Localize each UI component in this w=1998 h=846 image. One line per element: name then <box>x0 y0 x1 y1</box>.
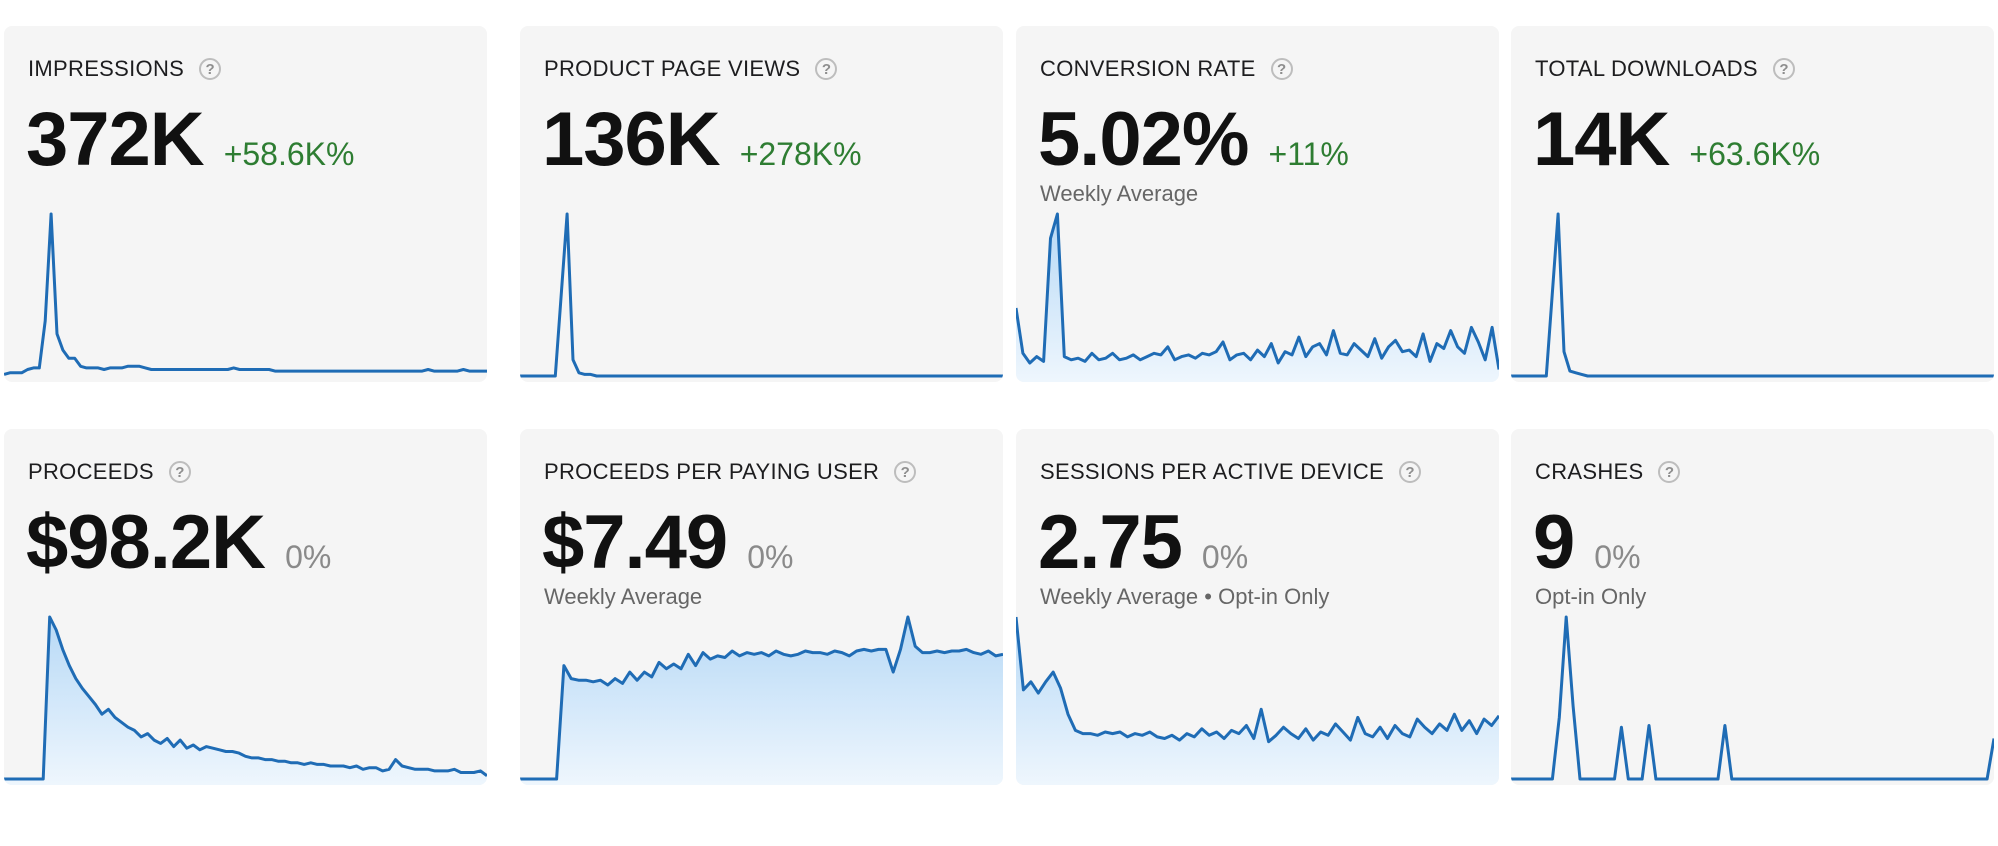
metric-change: 0% <box>1594 539 1641 575</box>
card-title: CONVERSION RATE <box>1040 56 1256 81</box>
metric-change: 0% <box>747 539 794 575</box>
sparkline-area <box>1016 214 1499 382</box>
card-title: SESSIONS PER ACTIVE DEVICE <box>1040 459 1385 484</box>
metric-value: $98.2K <box>26 500 266 585</box>
value-row: 5.02% +11% <box>1038 96 1349 183</box>
metric-card-product-page-views[interactable]: PRODUCT PAGE VIEWS ? 136K +278K% <box>520 26 1003 382</box>
help-icon[interactable]: ? <box>815 58 838 80</box>
sparkline-chart <box>1511 609 1994 785</box>
metric-value: 2.75 <box>1038 500 1183 585</box>
card-title: IMPRESSIONS <box>28 56 185 81</box>
metric-value: 9 <box>1533 500 1575 585</box>
sparkline-chart <box>4 206 487 382</box>
sparkline-line <box>1016 617 1499 742</box>
metric-card-conversion-rate[interactable]: CONVERSION RATE ? 5.02% +11% Weekly Aver… <box>1016 26 1499 382</box>
help-icon[interactable]: ? <box>1772 58 1795 80</box>
metric-card-proceeds[interactable]: PROCEEDS ? $98.2K 0% <box>4 429 487 785</box>
metric-value: 14K <box>1533 97 1670 182</box>
metric-value: $7.49 <box>542 500 728 585</box>
card-header: TOTAL DOWNLOADS ? <box>1535 56 1795 82</box>
metric-change: +278K% <box>739 136 862 172</box>
card-title: PRODUCT PAGE VIEWS <box>544 56 801 81</box>
card-title: TOTAL DOWNLOADS <box>1535 56 1758 81</box>
sparkline-chart <box>1016 206 1499 382</box>
card-header: PROCEEDS PER PAYING USER ? <box>544 459 917 485</box>
metric-sublabel: Weekly Average <box>544 584 703 609</box>
sparkline-line <box>1511 617 1994 779</box>
metric-sublabel: Weekly Average • Opt-in Only <box>1040 584 1330 609</box>
card-title: PROCEEDS <box>28 459 154 484</box>
sparkline-line <box>520 617 1003 779</box>
sparkline-area <box>1016 617 1499 785</box>
value-row: 9 0% <box>1533 499 1641 586</box>
card-header: PRODUCT PAGE VIEWS ? <box>544 56 838 82</box>
sparkline-area <box>4 617 487 785</box>
card-header: IMPRESSIONS ? <box>28 56 222 82</box>
value-row: $7.49 0% <box>542 499 793 586</box>
sparkline-chart <box>1511 206 1994 382</box>
value-row: 14K +63.6K% <box>1533 96 1820 183</box>
metric-change: 0% <box>285 539 332 575</box>
sparkline-chart <box>520 609 1003 785</box>
help-icon[interactable]: ? <box>1270 58 1293 80</box>
sparkline-chart <box>520 206 1003 382</box>
sparkline-chart <box>4 609 487 785</box>
metric-card-crashes[interactable]: CRASHES ? 9 0% Opt-in Only <box>1511 429 1994 785</box>
sparkline-line <box>1511 214 1994 376</box>
metric-card-sessions-per-active-device[interactable]: SESSIONS PER ACTIVE DEVICE ? 2.75 0% Wee… <box>1016 429 1499 785</box>
value-row: 136K +278K% <box>542 96 862 183</box>
help-icon[interactable]: ? <box>168 461 191 483</box>
help-icon[interactable]: ? <box>1658 461 1681 483</box>
sparkline-area <box>520 617 1003 785</box>
card-title: CRASHES <box>1535 459 1644 484</box>
sparkline-line <box>1016 214 1499 370</box>
help-icon[interactable]: ? <box>894 461 917 483</box>
metric-value: 5.02% <box>1038 97 1249 182</box>
sparkline-line <box>4 214 487 374</box>
sparkline-line <box>520 214 1003 376</box>
metric-change: +58.6K% <box>223 136 355 172</box>
metric-value: 372K <box>26 97 205 182</box>
metric-value: 136K <box>542 97 721 182</box>
card-header: SESSIONS PER ACTIVE DEVICE ? <box>1040 459 1422 485</box>
help-icon[interactable]: ? <box>199 58 222 80</box>
metric-change: +63.6K% <box>1689 136 1821 172</box>
help-icon[interactable]: ? <box>1399 461 1422 483</box>
value-row: $98.2K 0% <box>26 499 331 586</box>
value-row: 372K +58.6K% <box>26 96 354 183</box>
metric-sublabel: Weekly Average <box>1040 181 1199 206</box>
metric-card-proceeds-per-paying-user[interactable]: PROCEEDS PER PAYING USER ? $7.49 0% Week… <box>520 429 1003 785</box>
metric-card-total-downloads[interactable]: TOTAL DOWNLOADS ? 14K +63.6K% <box>1511 26 1994 382</box>
metric-card-impressions[interactable]: IMPRESSIONS ? 372K +58.6K% <box>4 26 487 382</box>
value-row: 2.75 0% <box>1038 499 1248 586</box>
card-header: PROCEEDS ? <box>28 459 191 485</box>
card-title: PROCEEDS PER PAYING USER <box>544 459 880 484</box>
sparkline-line <box>4 617 487 779</box>
card-header: CRASHES ? <box>1535 459 1681 485</box>
metric-change: +11% <box>1268 136 1349 172</box>
sparkline-chart <box>1016 609 1499 785</box>
metric-change: 0% <box>1201 539 1249 575</box>
card-header: CONVERSION RATE ? <box>1040 56 1293 82</box>
metric-sublabel: Opt-in Only <box>1535 584 1647 609</box>
